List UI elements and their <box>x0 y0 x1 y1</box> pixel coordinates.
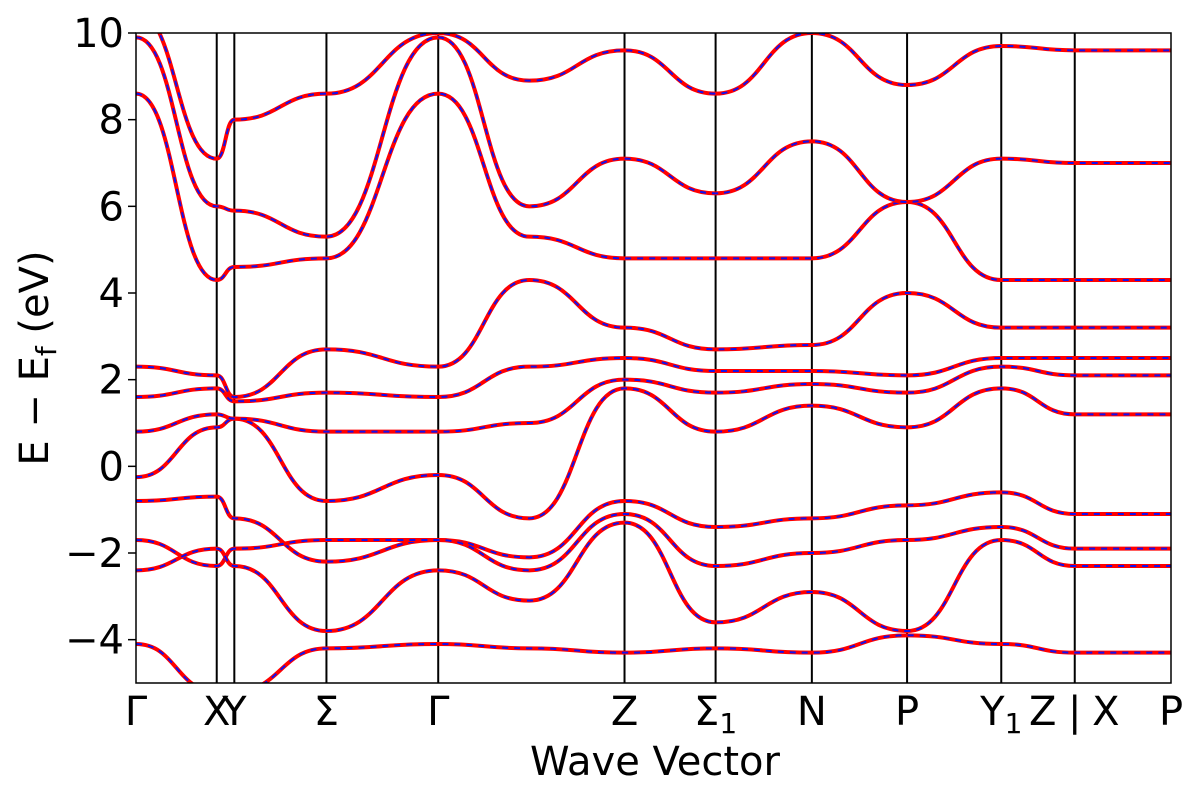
x-tick-label-11: | <box>1068 689 1081 735</box>
x-tick-label-12: X <box>1092 689 1119 735</box>
x-tick-label-1: X <box>203 689 230 735</box>
band-3-series-0 <box>136 356 1171 404</box>
y-axis-label-main: E − E <box>12 356 58 466</box>
band-9-series-0 <box>136 520 1171 633</box>
band-1-series-0 <box>136 386 1171 521</box>
band-2-series-1 <box>136 365 1171 433</box>
y-tick-label-7: 10 <box>73 11 124 57</box>
y-axis-label-sub: f <box>30 345 63 356</box>
y-tick-label-2: 0 <box>99 444 124 490</box>
y-tick-label-6: 8 <box>99 98 124 144</box>
band-5-series-0 <box>136 91 1171 283</box>
y-tick-label-4: 4 <box>99 271 124 317</box>
band-8-series-1 <box>136 513 1171 572</box>
x-tick-label-6: Σ1 <box>694 689 737 740</box>
band-7-series-1 <box>158 33 1171 160</box>
x-tick-label-13: P <box>1159 689 1183 735</box>
band-lines <box>136 33 1171 683</box>
y-axis-ticks: −4 −2 0 2 4 6 8 10 <box>65 11 136 664</box>
band-4-series-0 <box>136 278 1171 399</box>
y-tick-label-3: 2 <box>99 358 124 404</box>
band-10-series-0 <box>136 633 1171 683</box>
x-tick-label-7: N <box>797 689 827 735</box>
band-4-series-1 <box>136 279 1171 398</box>
x-axis-ticks: Γ XY Σ Γ Z Σ1 N P Y1 Z | X P <box>125 689 1183 740</box>
band-5-series-1 <box>136 92 1171 282</box>
x-tick-label-3: Σ <box>314 689 339 735</box>
x-tick-label-5: Z <box>611 689 638 735</box>
x-tick-label-8: P <box>895 689 919 735</box>
band-6-series-0 <box>136 35 1171 239</box>
band-6-series-1 <box>136 36 1171 238</box>
plot-frame <box>135 32 1172 684</box>
y-axis-label-tail: (eV) <box>12 250 58 346</box>
x-tick-label-2: Y <box>221 689 247 735</box>
x-tick-label-9: Y1 <box>979 689 1022 740</box>
y-axis-label: E − Ef (eV) <box>12 250 63 465</box>
y-tick-label-0: −4 <box>65 618 124 664</box>
band-0-series-1 <box>136 491 1171 563</box>
y-tick-label-1: −2 <box>65 531 124 577</box>
band-1-series-1 <box>136 387 1171 520</box>
y-tick-label-5: 6 <box>99 184 124 230</box>
x-tick-label-10: Z <box>1029 689 1056 735</box>
x-axis-label: Wave Vector <box>530 739 781 785</box>
x-tick-label-4: Γ <box>427 689 450 735</box>
band-2-series-0 <box>136 364 1171 434</box>
x-tick-label-0: Γ <box>125 689 148 735</box>
